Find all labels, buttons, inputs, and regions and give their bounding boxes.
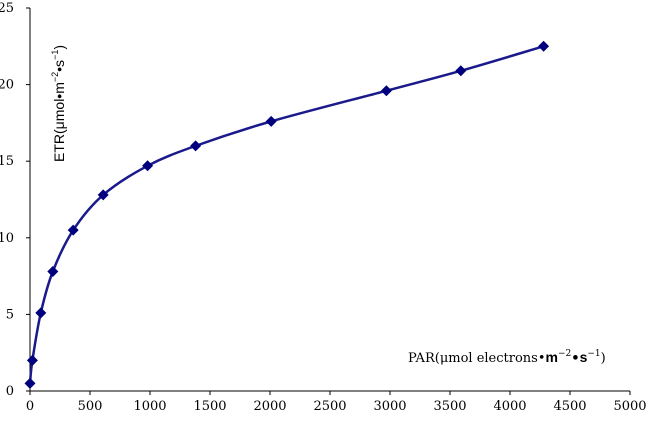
y-tick-label: 25	[0, 1, 14, 16]
data-point	[97, 189, 109, 201]
x-tick-label: 3500	[433, 399, 466, 414]
x-tick-label: 1500	[193, 399, 226, 414]
x-tick-label: 1000	[133, 399, 166, 414]
data-point	[67, 224, 79, 236]
series-line	[28, 45, 544, 384]
data-point	[190, 140, 202, 152]
data-point	[47, 266, 59, 278]
data-point	[265, 115, 277, 127]
x-axis-title: PAR(μmol electrons•m−2•s−1)	[408, 349, 606, 366]
data-point	[26, 354, 38, 366]
data-point	[24, 377, 36, 389]
series-markers	[24, 40, 550, 389]
data-point	[455, 65, 467, 77]
x-tick-label: 2000	[253, 399, 286, 414]
y-tick-label: 15	[0, 154, 14, 169]
data-point	[35, 307, 47, 319]
data-point	[380, 85, 392, 97]
y-tick-label: 5	[6, 307, 14, 322]
x-tick-label: 4000	[493, 399, 526, 414]
x-tick-label: 3000	[373, 399, 406, 414]
y-tick-label: 20	[0, 78, 14, 93]
data-point	[538, 40, 550, 52]
series-curve	[28, 45, 544, 384]
x-tick-label: 0	[26, 399, 34, 414]
x-tick-label: 500	[78, 399, 103, 414]
axes	[29, 8, 630, 392]
x-tick-label: 2500	[313, 399, 346, 414]
y-axis-title: ETR(μmol•m−2•s−1)	[50, 45, 67, 162]
y-tick-label: 10	[0, 231, 14, 246]
x-tick-label: 5000	[613, 399, 646, 414]
x-tick-label: 4500	[553, 399, 586, 414]
y-tick-label: 0	[6, 384, 14, 399]
data-point	[142, 160, 154, 172]
